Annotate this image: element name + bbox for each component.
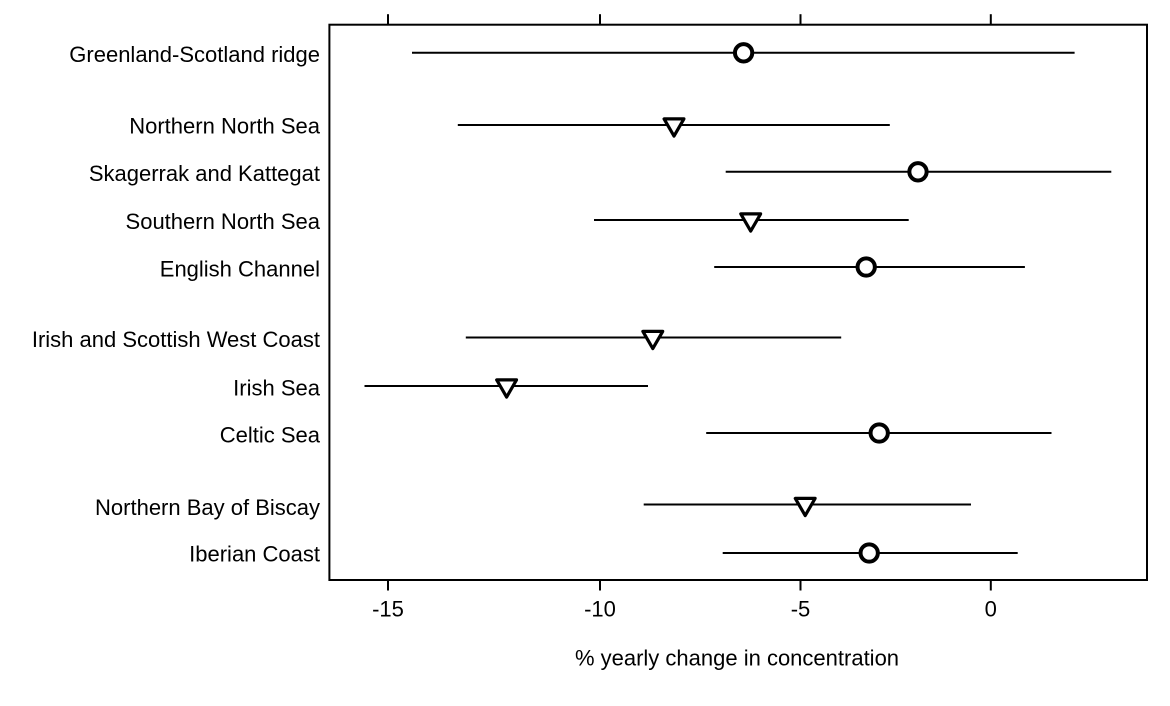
svg-text:-15: -15 — [372, 596, 404, 621]
svg-text:Northern North Sea: Northern North Sea — [129, 114, 321, 139]
svg-text:Celtic Sea: Celtic Sea — [220, 422, 321, 447]
svg-text:Northern Bay of Biscay: Northern Bay of Biscay — [95, 495, 320, 520]
svg-text:-5: -5 — [791, 596, 811, 621]
svg-text:Skagerrak and Kattegat: Skagerrak and Kattegat — [89, 161, 320, 186]
svg-text:Greenland-Scotland ridge: Greenland-Scotland ridge — [69, 42, 320, 67]
svg-text:Iberian Coast: Iberian Coast — [189, 541, 320, 566]
svg-text:English Channel: English Channel — [160, 256, 320, 281]
svg-text:Southern North Sea: Southern North Sea — [126, 209, 321, 234]
svg-text:Irish and Scottish West Coast: Irish and Scottish West Coast — [32, 327, 320, 352]
svg-text:-10: -10 — [584, 596, 616, 621]
svg-text:0: 0 — [985, 596, 997, 621]
svg-text:% yearly change in concentrati: % yearly change in concentration — [575, 646, 899, 671]
svg-text:Irish Sea: Irish Sea — [233, 375, 321, 400]
